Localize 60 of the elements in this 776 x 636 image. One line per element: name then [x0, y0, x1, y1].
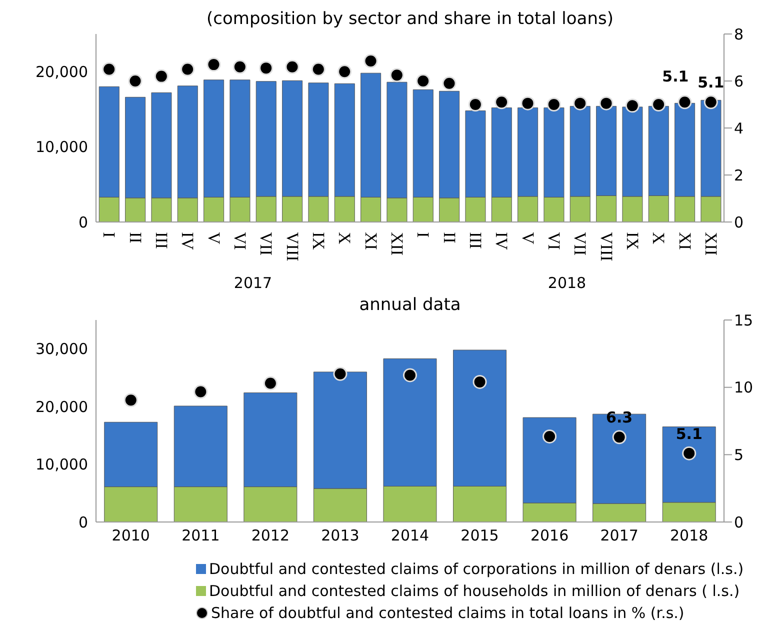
y-tick-label: 0 [78, 213, 88, 232]
x-tick-label: VIII [596, 232, 616, 262]
x-tick-label: X [335, 232, 354, 244]
x-tick-label: I [100, 232, 119, 238]
y-tick-label: 30,000 [36, 340, 88, 358]
y2-tick-label: 5 [734, 446, 744, 464]
text: 2017 [232, 274, 274, 292]
x-tick-label: 2013 [321, 526, 360, 545]
x-tick-label: V [518, 232, 538, 245]
chart-title: (composition by sector and share in total loans) [206, 8, 614, 30]
y-tick-label: 20,000 [36, 398, 88, 416]
x-tick-label: IV [492, 232, 512, 251]
y2-tick-label: 6 [734, 72, 744, 90]
y-tick-label: 0 [78, 513, 88, 532]
x-tick-label: 2010 [112, 526, 150, 545]
x-tick-label: II [440, 232, 459, 244]
y2-tick-label: 8 [734, 25, 744, 44]
x-tick-label: 2014 [390, 526, 430, 545]
legend-label: Share of doubtful and contested claims in total loans in % (r.s.) [211, 603, 684, 624]
data-label: 5.1 [698, 74, 724, 92]
x-tick-label: 2015 [460, 526, 499, 545]
x-tick-label: III [152, 232, 171, 250]
x-tick-label: XII [701, 232, 720, 256]
legend-label: Doubtful and contested claims of households in million of denars ( l.s.) [209, 581, 740, 602]
y2-tick-label: 4 [734, 119, 744, 138]
x-tick-label: 2017 [600, 526, 638, 545]
y-tick-label: 20,000 [36, 62, 88, 81]
x-tick-label: 2011 [182, 526, 220, 545]
text: 2018 [546, 274, 588, 292]
y2-tick-label: 2 [734, 166, 744, 184]
y2-tick-label: 0 [734, 513, 744, 532]
y2-tick-label: 10 [734, 378, 754, 397]
x-tick-label: XI [361, 232, 380, 250]
x-tick-label: VI [230, 232, 250, 250]
y-tick-label: 10,000 [36, 456, 88, 474]
x-tick-label: IX [308, 232, 328, 250]
data-label: 5.1 [662, 68, 689, 86]
x-tick-label: VII [256, 232, 276, 256]
x-tick-label: IX [622, 232, 642, 250]
x-tick-label: VI [544, 232, 564, 250]
y2-tick-label: 15 [734, 311, 754, 330]
y2-tick-label: 0 [734, 213, 744, 232]
x-tick-label: II [126, 232, 145, 244]
x-tick-label: 2012 [251, 526, 290, 545]
data-label: 6.3 [606, 408, 633, 427]
x-tick-label: V [204, 232, 224, 245]
x-tick-label: I [414, 232, 433, 238]
x-tick-label: VII [570, 232, 590, 256]
legend-label: Doubtful and contested claims of corporations in million of denars (l.s.) [209, 559, 744, 580]
x-tick-label: 2018 [670, 526, 708, 545]
data-label: 5.1 [676, 424, 702, 443]
chart-title: annual data [358, 294, 462, 316]
x-tick-label: X [649, 232, 668, 244]
x-tick-label: III [466, 232, 485, 250]
x-tick-label: XI [675, 232, 694, 250]
x-tick-label: VIII [282, 232, 302, 262]
y-tick-label: 10,000 [36, 138, 88, 156]
x-tick-label: 2016 [530, 526, 569, 545]
x-tick-label: XII [387, 232, 406, 256]
x-tick-label: IV [178, 232, 198, 251]
